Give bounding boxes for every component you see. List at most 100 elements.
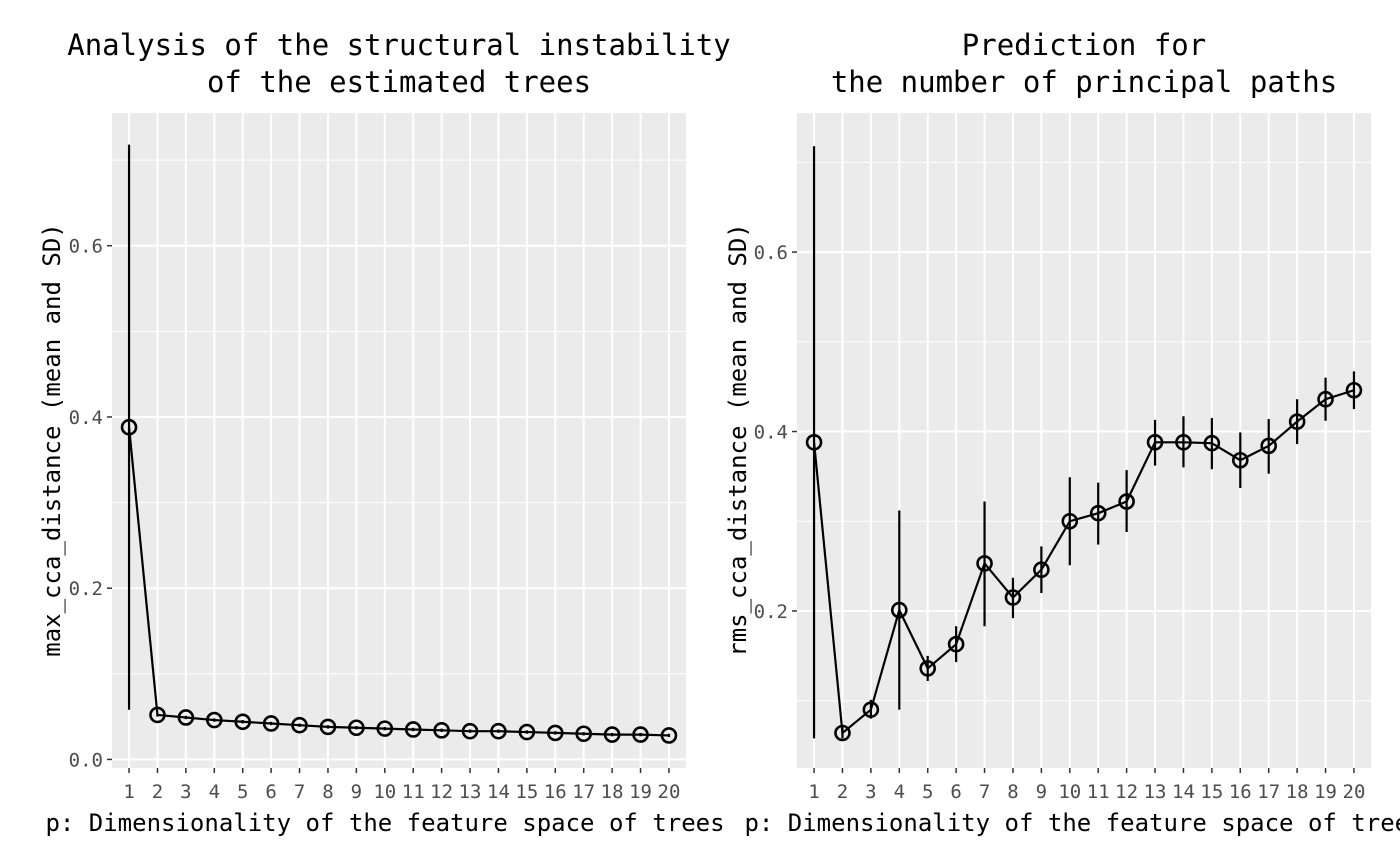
x-tick-label: 2	[837, 781, 848, 803]
data-point	[1345, 381, 1363, 399]
chart-title-line: Prediction for	[962, 28, 1206, 62]
x-tick-label: 1	[808, 781, 819, 803]
data-point	[376, 720, 394, 737]
x-tick-label: 14	[487, 781, 510, 803]
y-axis-label: rms_cca_distance (mean and SD)	[724, 223, 752, 656]
data-point	[1317, 390, 1334, 408]
chart-title-line: Analysis of the structural instability	[67, 28, 730, 62]
data-point	[1288, 413, 1306, 430]
y-tick-label: 0.2	[69, 578, 103, 600]
x-tick-label: 19	[629, 781, 652, 803]
y-tick-label: 0.0	[69, 749, 103, 771]
y-tick-label: 0.6	[754, 242, 788, 264]
chart-panel-2: 0.20.40.61 2 3 4 5 6 7 8 9 10 11 12 13 14 15 16 17 18 19 20…	[724, 28, 1400, 837]
x-tick-label: 2	[152, 781, 163, 803]
data-point	[1004, 589, 1022, 606]
x-tick-label: 4	[209, 781, 220, 803]
data-point	[1260, 437, 1278, 455]
data-point	[205, 711, 223, 729]
y-tick-label: 0.6	[69, 236, 103, 258]
data-point	[404, 721, 422, 738]
data-point	[1175, 433, 1192, 451]
x-tick-label: 12	[1115, 781, 1138, 803]
data-point	[546, 724, 564, 742]
x-tick-label: 9	[1036, 781, 1047, 803]
data-point	[1061, 512, 1079, 530]
x-tick-label: 20	[658, 781, 681, 803]
x-tick-label: 1	[123, 781, 134, 803]
x-tick-label: 3	[865, 781, 876, 803]
x-tick-label: 14	[1172, 781, 1195, 803]
data-point	[461, 722, 479, 740]
y-tick-label: 0.4	[754, 422, 788, 444]
data-point	[603, 726, 621, 743]
x-tick-label: 18	[601, 781, 624, 803]
chart-title-line: the number of principal paths	[831, 65, 1337, 99]
x-axis-label: p: Dimensionality of the feature space o…	[744, 809, 1400, 837]
x-tick-label: 3	[180, 781, 191, 803]
x-tick-label: 15	[1200, 781, 1223, 803]
x-tick-label: 4	[894, 781, 905, 803]
y-tick-label: 0.2	[754, 601, 788, 623]
data-point	[1033, 561, 1050, 579]
data-point	[660, 727, 678, 744]
data-point	[805, 433, 823, 451]
x-tick-label: 10	[373, 781, 396, 803]
data-point	[632, 726, 649, 743]
x-tick-label: 10	[1058, 781, 1081, 803]
x-tick-label: 20	[1343, 781, 1366, 803]
chart-title-line: of the estimated trees	[207, 65, 591, 99]
data-point	[1203, 434, 1221, 452]
x-tick-label: 13	[1144, 781, 1167, 803]
x-tick-label: 18	[1286, 781, 1309, 803]
series-line	[812, 389, 1355, 736]
data-point	[919, 660, 937, 677]
data-point	[262, 715, 280, 732]
x-tick-label: 8	[1007, 781, 1018, 803]
x-tick-label: 11	[1087, 781, 1110, 803]
data-point	[834, 724, 851, 742]
data-point	[1089, 504, 1107, 522]
x-tick-label: 6	[950, 781, 961, 803]
data-point	[433, 722, 450, 739]
y-axis-label: max_cca_distance (mean and SD)	[38, 223, 66, 656]
x-tick-label: 19	[1314, 781, 1337, 803]
x-tick-label: 13	[459, 781, 482, 803]
data-point	[177, 709, 195, 726]
x-tick-label: 16	[1229, 781, 1252, 803]
plot-panel	[112, 113, 686, 768]
data-point	[234, 713, 252, 731]
data-point	[1118, 493, 1135, 510]
x-tick-label: 17	[572, 781, 595, 803]
data-point	[149, 706, 166, 724]
chart-panel-1: 0.00.20.40.61 2 3 4 5 6 7 8 9 10 11 12 13 14 15 16 17 18 1…	[38, 28, 731, 837]
x-tick-label: 7	[294, 781, 305, 803]
x-tick-label: 11	[402, 781, 425, 803]
data-point	[947, 635, 965, 653]
x-tick-label: 5	[237, 781, 248, 803]
x-tick-label: 6	[265, 781, 276, 803]
data-point	[1146, 433, 1164, 451]
x-tick-label: 5	[922, 781, 933, 803]
data-point	[120, 418, 138, 436]
data-point	[1231, 451, 1249, 469]
data-point	[348, 719, 365, 737]
x-tick-label: 17	[1257, 781, 1280, 803]
series-line	[127, 427, 669, 737]
x-tick-label: 8	[322, 781, 333, 803]
x-tick-label: 16	[544, 781, 567, 803]
data-point	[890, 601, 908, 619]
x-tick-label: 15	[515, 781, 538, 803]
data-point	[490, 722, 507, 740]
y-tick-label: 0.4	[69, 407, 103, 429]
data-point	[862, 701, 880, 718]
x-tick-label: 12	[430, 781, 453, 803]
x-tick-label: 7	[979, 781, 990, 803]
data-point	[575, 725, 593, 743]
data-point	[291, 716, 308, 734]
data-point	[319, 718, 337, 736]
x-axis-label: p: Dimensionality of the feature space o…	[45, 809, 724, 837]
data-point	[518, 723, 536, 741]
data-point	[976, 555, 993, 572]
